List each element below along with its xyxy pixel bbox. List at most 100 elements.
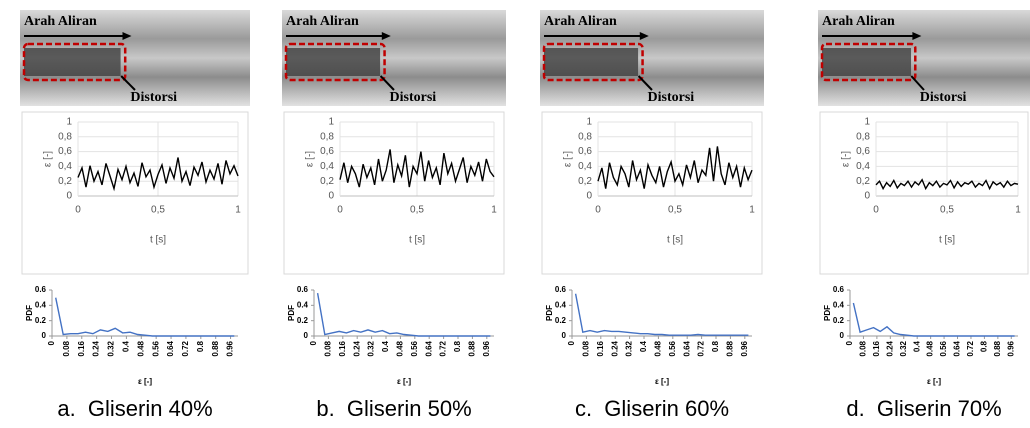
y-tick-label: 1 [66,117,72,128]
y-axis-label: ε [-] [841,151,852,167]
x-tick-label: 0.56 [410,340,419,356]
flow-label: Arah Aliran [24,14,97,29]
x-axis-label: t [s] [667,235,683,246]
caption: a. Gliserin 40% [57,396,212,421]
distortion-label: Distorsi [648,90,695,105]
data-line [597,146,753,189]
y-axis-label: PDF [25,305,34,321]
y-tick-label: 0.6 [833,285,845,294]
chart-frame [283,111,505,275]
x-tick-label: 0.96 [482,340,491,356]
x-tick-label: 0.32 [367,340,376,356]
x-tick-label: 0.8 [711,340,720,352]
data-line [316,292,491,337]
y-tick-label: 0,4 [320,161,334,172]
distortion-box [22,42,127,82]
y-axis-label: PDF [823,305,832,321]
y-tick-label: 0.4 [555,300,567,309]
data-line [875,178,1019,191]
x-tick-label: 0.88 [468,340,477,356]
y-axis-label: PDF [287,305,296,321]
x-axis-label: ε [-] [655,377,669,386]
y-tick-label: 0 [864,191,870,202]
y-axis-label: PDF [545,305,554,321]
distortion-arrow [379,75,395,91]
x-tick-label: 0 [845,340,854,345]
y-tick-label: 0.4 [35,300,47,309]
x-tick-label: 0.24 [610,340,619,356]
x-tick-label: 0.8 [196,340,205,352]
x-tick-label: 0.08 [859,340,868,356]
y-tick-label: 0,6 [578,146,592,157]
x-tick-label: 0.08 [62,340,71,356]
distortion-box [820,42,917,82]
liquid-column [544,48,639,76]
y-tick-label: 1 [864,117,870,128]
distortion-label: Distorsi [920,90,967,105]
x-tick-label: 0.48 [654,340,663,356]
distortion-label: Distorsi [390,90,437,105]
x-tick-label: 0.24 [352,340,361,356]
y-tick-label: 0.2 [35,316,47,325]
x-tick-label: 0.32 [107,340,116,356]
x-tick-label: 0 [309,340,318,345]
x-tick-label: 0 [567,340,576,345]
x-tick-label: 0.64 [682,340,691,356]
x-tick-label: 0.8 [453,340,462,352]
x-tick-label: 0.72 [439,340,448,356]
chart-frame [21,111,249,275]
x-tick-label: 0 [873,205,879,216]
x-tick-label: 0.56 [151,340,160,356]
x-tick-label: 0.64 [166,340,175,356]
distortion-box [284,42,386,82]
x-tick-label: 0 [337,205,343,216]
y-axis-label: ε [-] [43,151,54,167]
x-tick-label: 0.24 [92,340,101,356]
x-tick-label: 0.72 [697,340,706,356]
x-tick-label: 0.88 [726,340,735,356]
y-tick-label: 1 [328,117,334,128]
x-tick-label: 0.72 [966,340,975,356]
x-tick-label: 0.32 [625,340,634,356]
x-tick-label: 0.96 [226,340,235,356]
x-tick-label: 0.88 [993,340,1002,356]
y-tick-label: 0.2 [297,316,309,325]
distortion-arrow [637,75,653,91]
x-tick-label: 0.56 [668,340,677,356]
x-tick-label: 0.96 [1006,340,1015,356]
x-tick-label: 0.56 [939,340,948,356]
x-tick-label: 0.4 [381,340,390,352]
distortion-arrow [910,75,925,91]
x-tick-label: 0,5 [151,205,165,216]
x-tick-label: 0.8 [980,340,989,352]
y-tick-label: 0 [42,331,47,340]
x-tick-label: 0.72 [181,340,190,356]
x-tick-label: 0.16 [872,340,881,356]
x-tick-label: 0.96 [740,340,749,356]
distortion-label: Distorsi [130,90,177,105]
y-tick-label: 0,2 [578,176,592,187]
y-tick-label: 0 [66,191,72,202]
y-tick-label: 0.4 [833,300,845,309]
x-tick-label: 0 [47,340,56,345]
y-axis-label: ε [-] [305,151,316,167]
data-line [852,302,1015,337]
y-tick-label: 1 [586,117,592,128]
y-tick-label: 0 [304,331,309,340]
y-tick-label: 0.4 [297,300,309,309]
flow-label: Arah Aliran [286,14,359,29]
y-tick-label: 0,2 [58,176,72,187]
y-tick-label: 0.6 [555,285,567,294]
x-tick-label: 1 [235,205,241,216]
x-axis-label: ε [-] [138,377,152,386]
y-tick-label: 0.6 [35,285,47,294]
y-tick-label: 0,8 [856,131,870,142]
flow-arrowhead [639,32,649,40]
flow-label: Arah Aliran [822,14,895,29]
x-tick-label: 1 [1015,205,1021,216]
flow-arrowhead [381,32,391,40]
y-axis-label: ε [-] [563,151,574,167]
chart-frame [541,111,763,275]
y-tick-label: 0,2 [856,176,870,187]
distortion-arrow [120,75,136,91]
